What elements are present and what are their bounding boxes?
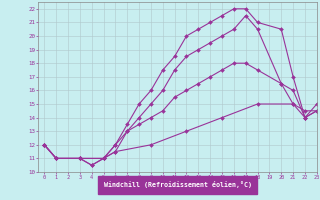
X-axis label: Windchill (Refroidissement éolien,°C): Windchill (Refroidissement éolien,°C) [104,181,252,188]
